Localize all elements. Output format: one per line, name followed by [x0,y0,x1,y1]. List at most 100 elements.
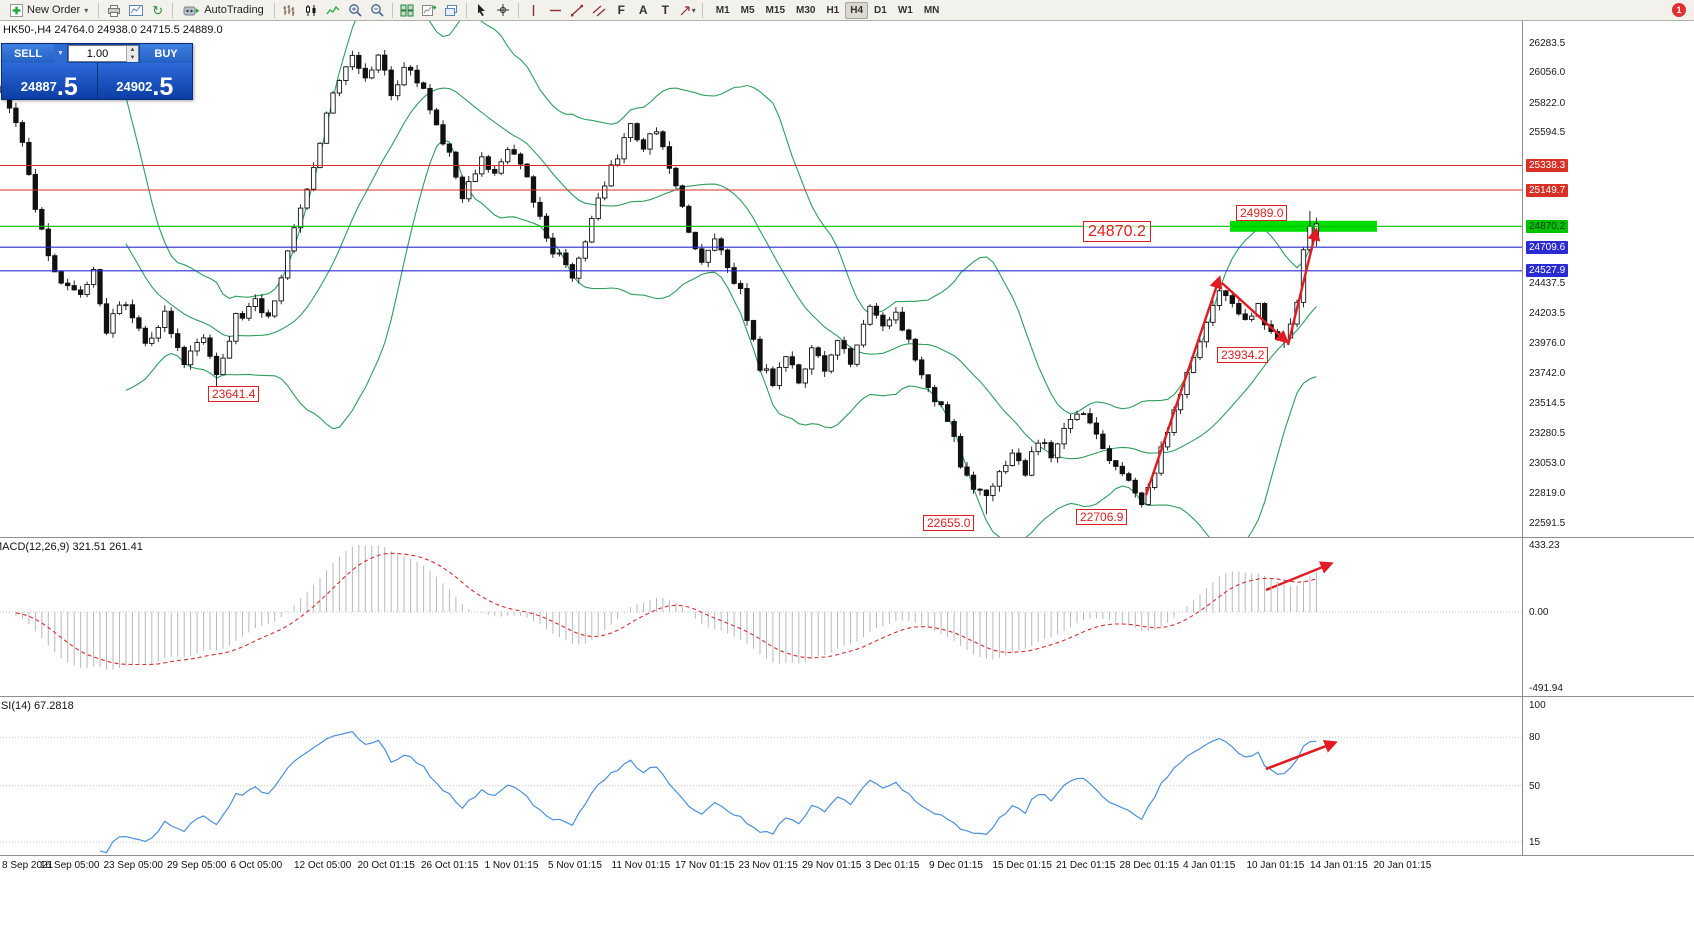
rsi-axis-label: 50 [1529,781,1541,792]
new-order-button[interactable]: New Order ▾ [4,1,94,19]
toolbar-separator [98,2,100,18]
vertical-line-tool[interactable] [523,1,544,19]
arrow-shape-icon [680,5,690,15]
crosshair-icon [497,4,510,16]
fibonacci-icon: F [617,3,625,17]
macd-axis-label: -491.94 [1529,683,1563,694]
timeframe-button-m15[interactable]: M15 [765,4,785,16]
label-tool-icon: T [661,3,669,17]
time-axis-label: 3 Dec 01:15 [865,860,920,871]
rsi-line [99,731,1317,854]
symbol-ohlc-readout: HK50-,H4 24764.0 24938.0 24715.5 24889.0 [3,24,223,36]
price-axis-label: 22591.5 [1529,517,1566,529]
panel-divider[interactable] [0,537,1694,538]
price-level-badge: 25338.3 [1526,158,1569,172]
dropdown-caret-icon: ▾ [691,5,696,15]
alert-icon[interactable]: 1 [1672,3,1686,17]
timeframe-group: M1 M5 M15 M30 H1 H4 D1 W1 MN [711,1,945,19]
autotrading-button[interactable]: AutoTrading [177,1,270,19]
timeframe-button-m30[interactable]: M30 [796,4,816,16]
data-window-button[interactable] [125,1,146,19]
new-chart-button[interactable] [419,1,440,19]
timeframe-button-m5[interactable]: M5 [740,4,755,16]
timeframe-button-h1[interactable]: H1 [826,4,840,16]
price-level-badge: 24527.9 [1526,264,1569,278]
spin-down-icon[interactable]: ▼ [127,54,138,62]
price-annotation: 23641.4 [208,386,260,402]
price-level-badge: 25149.7 [1526,183,1569,197]
line-chart-button[interactable] [323,1,344,19]
time-axis-label: 9 Dec 01:15 [929,860,983,871]
level-lines [0,164,1522,272]
volume-dropdown-caret-icon[interactable]: ▼ [54,44,67,63]
toolbar-separator [273,2,275,18]
timeframe-button-w1[interactable]: W1 [897,4,913,16]
label-tool[interactable]: T [655,1,676,19]
time-axis-label: 15 Dec 01:15 [992,860,1053,871]
toolbar-separator [701,2,703,18]
autotrading-robot-icon [183,6,200,15]
macd-axis: 433.23 0.00 -491.94 [1523,538,1693,696]
sell-button[interactable]: SELL [2,44,54,63]
text-tool[interactable]: A [633,1,654,19]
tile-windows-button[interactable] [397,1,418,19]
rsi-label: RSI(14) 67.2818 [0,700,74,712]
refresh-button[interactable]: ↻ [147,1,168,19]
cursor-icon [478,4,486,17]
zoom-in-button[interactable] [345,1,366,19]
time-axis-label: 21 Dec 01:15 [1056,860,1116,871]
trend-arrow [1286,227,1321,346]
timeframe-button-m1[interactable]: M1 [715,4,730,16]
bar-chart-icon [283,4,295,16]
trendline-icon [571,4,584,16]
buy-price[interactable]: 24902.5 [97,63,192,100]
time-axis-label: 5 Nov 01:15 [548,860,602,871]
time-axis-label: 20 Jan 01:15 [1373,860,1432,871]
zoom-out-button[interactable] [367,1,388,19]
autotrading-label: AutoTrading [204,4,264,16]
crosshair-button[interactable] [493,1,514,19]
timeframe-button-mn[interactable]: MN [923,4,940,16]
price-chart-canvas[interactable] [0,21,1522,537]
text-tool-icon: A [638,3,648,17]
cursor-button[interactable] [471,1,492,19]
price-axis-border [1522,21,1523,856]
price-axis-label: 24203.5 [1529,307,1566,319]
cascade-windows-button[interactable] [441,1,462,19]
channel-tool[interactable] [589,1,610,19]
fibonacci-tool[interactable]: F [611,1,632,19]
price-annotation: 22655.0 [923,515,975,531]
sell-price-int: 24887 [20,79,57,94]
time-axis-label: 14 Jan 01:15 [1310,860,1368,871]
timeframe-button-d1[interactable]: D1 [874,4,887,16]
horizontal-line-tool[interactable] [545,1,566,19]
time-axis-label: 6 Oct 05:00 [230,860,283,871]
time-axis-label: 12 Oct 05:00 [294,860,352,871]
price-axis-label: 23280.5 [1529,427,1566,439]
refresh-icon: ↻ [152,2,164,18]
bar-chart-button[interactable] [279,1,300,19]
toolbar: New Order ▾ ↻ AutoTrading [0,0,1694,21]
shapes-tool[interactable]: ▾ [677,1,698,19]
buy-button[interactable]: BUY [140,44,192,63]
buy-price-int: 24902 [116,79,153,94]
volume-spinner[interactable]: ▲ ▼ [126,46,138,62]
print-button[interactable] [103,1,124,19]
sell-price[interactable]: 24887.5 [2,63,98,100]
volume-input[interactable]: 1.00 ▲ ▼ [68,45,139,62]
new-order-label: New Order [27,4,81,16]
vertical-line-icon [532,4,534,16]
price-annotation: 22706.9 [1076,509,1128,525]
time-axis-label: 23 Nov 01:15 [738,860,799,871]
spin-up-icon[interactable]: ▲ [127,46,138,54]
panel-divider[interactable] [0,696,1694,697]
macd-panel-canvas[interactable] [0,538,1522,696]
candlestick-chart-button[interactable] [301,1,322,19]
toolbar-separator [391,2,393,18]
time-axis-label: 16 Sep 05:00 [40,860,100,871]
rsi-panel-canvas[interactable] [0,697,1522,855]
timeframe-button-h4[interactable]: H4 [845,1,869,19]
price-annotation: 23934.2 [1217,347,1269,363]
trendline-tool[interactable] [567,1,588,19]
